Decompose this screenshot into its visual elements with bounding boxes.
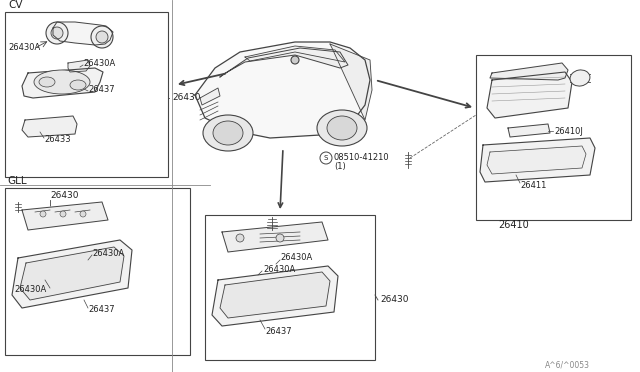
Polygon shape (12, 240, 132, 308)
Text: 26437: 26437 (88, 86, 115, 94)
Bar (205, 215, 375, 360)
Polygon shape (220, 272, 330, 318)
Text: 26430A: 26430A (14, 285, 46, 295)
Ellipse shape (60, 211, 66, 217)
Polygon shape (245, 46, 345, 62)
Text: 26437: 26437 (88, 305, 115, 314)
Text: 26430: 26430 (172, 93, 200, 103)
Text: 08510-41210: 08510-41210 (334, 154, 390, 163)
Polygon shape (22, 68, 103, 98)
Text: 26433: 26433 (44, 135, 70, 144)
Text: 26430A: 26430A (8, 44, 40, 52)
Text: 26430: 26430 (50, 192, 79, 201)
Text: 26410J: 26410J (554, 126, 583, 135)
Text: 26410: 26410 (498, 220, 529, 230)
Ellipse shape (46, 22, 68, 44)
Circle shape (320, 152, 332, 164)
Text: (1): (1) (334, 161, 346, 170)
Bar (5, 12, 168, 177)
Text: S: S (324, 155, 328, 161)
Ellipse shape (40, 211, 46, 217)
Text: 26430A: 26430A (280, 253, 312, 263)
Text: CV: CV (8, 0, 22, 10)
Ellipse shape (317, 110, 367, 146)
Ellipse shape (70, 80, 86, 90)
Polygon shape (222, 222, 328, 252)
Text: 26430A: 26430A (92, 248, 124, 257)
Polygon shape (212, 266, 338, 326)
Polygon shape (195, 42, 370, 138)
Ellipse shape (203, 115, 253, 151)
Ellipse shape (291, 56, 299, 64)
Ellipse shape (570, 70, 590, 86)
Ellipse shape (51, 27, 63, 39)
Text: 26430A: 26430A (263, 266, 295, 275)
Ellipse shape (34, 70, 90, 94)
Bar (476, 55, 631, 220)
Text: A^6/^0053: A^6/^0053 (545, 360, 590, 369)
Polygon shape (490, 63, 568, 80)
Polygon shape (220, 48, 348, 77)
Polygon shape (68, 60, 90, 72)
Polygon shape (508, 124, 550, 137)
Bar (5, 188, 190, 355)
Polygon shape (487, 146, 586, 174)
Ellipse shape (213, 121, 243, 145)
Ellipse shape (96, 31, 108, 43)
Ellipse shape (327, 116, 357, 140)
Ellipse shape (276, 234, 284, 242)
Text: 26411: 26411 (520, 180, 547, 189)
Ellipse shape (39, 77, 55, 87)
Polygon shape (480, 138, 595, 182)
Polygon shape (22, 202, 108, 230)
Polygon shape (330, 44, 372, 120)
Polygon shape (20, 247, 124, 300)
Polygon shape (22, 116, 77, 137)
Polygon shape (53, 22, 113, 45)
Ellipse shape (236, 234, 244, 242)
Polygon shape (487, 72, 572, 118)
Text: 26430A: 26430A (83, 60, 115, 68)
Text: 26437: 26437 (265, 327, 292, 337)
Text: 26430: 26430 (380, 295, 408, 305)
Ellipse shape (80, 211, 86, 217)
Ellipse shape (91, 26, 113, 48)
Text: GLL: GLL (7, 176, 27, 186)
Polygon shape (200, 88, 220, 105)
